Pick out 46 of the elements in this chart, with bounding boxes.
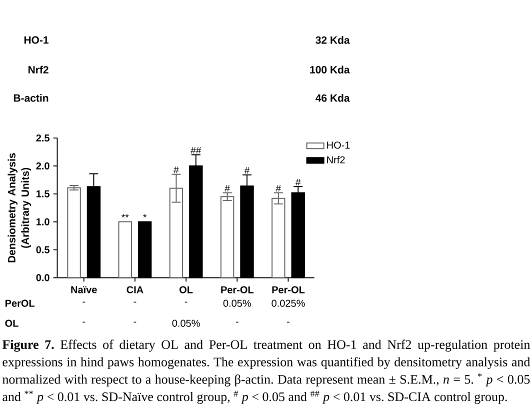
text: -: [82, 302, 86, 303]
data-label: ##: [190, 147, 202, 154]
data-label: #: [276, 185, 281, 192]
data-label: #: [244, 167, 250, 174]
y-tick-label: 0.0: [36, 274, 50, 282]
x-tick-label: Per-OL: [221, 286, 254, 294]
text: 100 Kda: [310, 66, 350, 74]
data-label: #: [174, 166, 179, 174]
text: Nrf2: [28, 66, 48, 74]
text: -: [134, 302, 136, 303]
text: 0.05%: [172, 320, 200, 327]
text: 0.05%: [223, 300, 251, 307]
legend-label: HO-1: [327, 142, 350, 149]
text: 32 Kda: [316, 36, 350, 44]
bar: [67, 187, 81, 278]
text: B-actin: [14, 94, 48, 102]
data-label: #: [296, 178, 301, 186]
y-tick-label: 1.0: [36, 218, 50, 226]
data-label: **: [122, 214, 129, 218]
y-tick-label: 2.0: [36, 162, 50, 170]
bar: [118, 221, 132, 278]
text: 0.025%: [272, 300, 305, 307]
bar: [272, 198, 286, 278]
text: 46 Kda: [316, 94, 350, 102]
text: -: [287, 322, 290, 323]
y-axis-title: Densiometry Analysis (Arbitrary Units): [8, 153, 32, 262]
text: -: [134, 322, 136, 323]
y-tick-label: 2.5: [36, 134, 50, 142]
text: HO-1: [24, 36, 49, 44]
x-tick-label: CIA: [126, 286, 144, 294]
legend-label: Nrf2: [327, 156, 345, 164]
text: OL: [5, 320, 18, 327]
bar: [220, 196, 234, 278]
x-tick-label: Per-OL: [272, 286, 305, 294]
text: -: [82, 322, 86, 323]
x-tick-label: OL: [180, 286, 193, 294]
bar: [138, 221, 152, 278]
x-tick-label: Naïve: [71, 286, 97, 294]
text: -: [236, 322, 238, 323]
data-label: #: [224, 185, 230, 192]
data-label: *: [143, 214, 147, 218]
y-tick-label: 0.5: [36, 246, 50, 254]
y-tick-label: 1.5: [36, 190, 50, 198]
text: PerOL: [5, 300, 35, 307]
text: -: [184, 302, 188, 303]
text: Figure 7. Effects of dietary OL and Per-OL treatment on HO-1 and Nrf2 up-regulation protein expressions in hind paws homogenates. The expression was quantified by densitometry analysis and normalized with respect to a house-keeping β-actin. Data represent mean ± S.E.M., n = 5. $^{*}$ p < 0.05 and $^{**}$ p < 0.01 vs. SD-Naïve control group, $^{#}$ p < 0.05 and $^{##}$ p < 0.01 vs. SD-CIA control group.: [2, 340, 530, 404]
